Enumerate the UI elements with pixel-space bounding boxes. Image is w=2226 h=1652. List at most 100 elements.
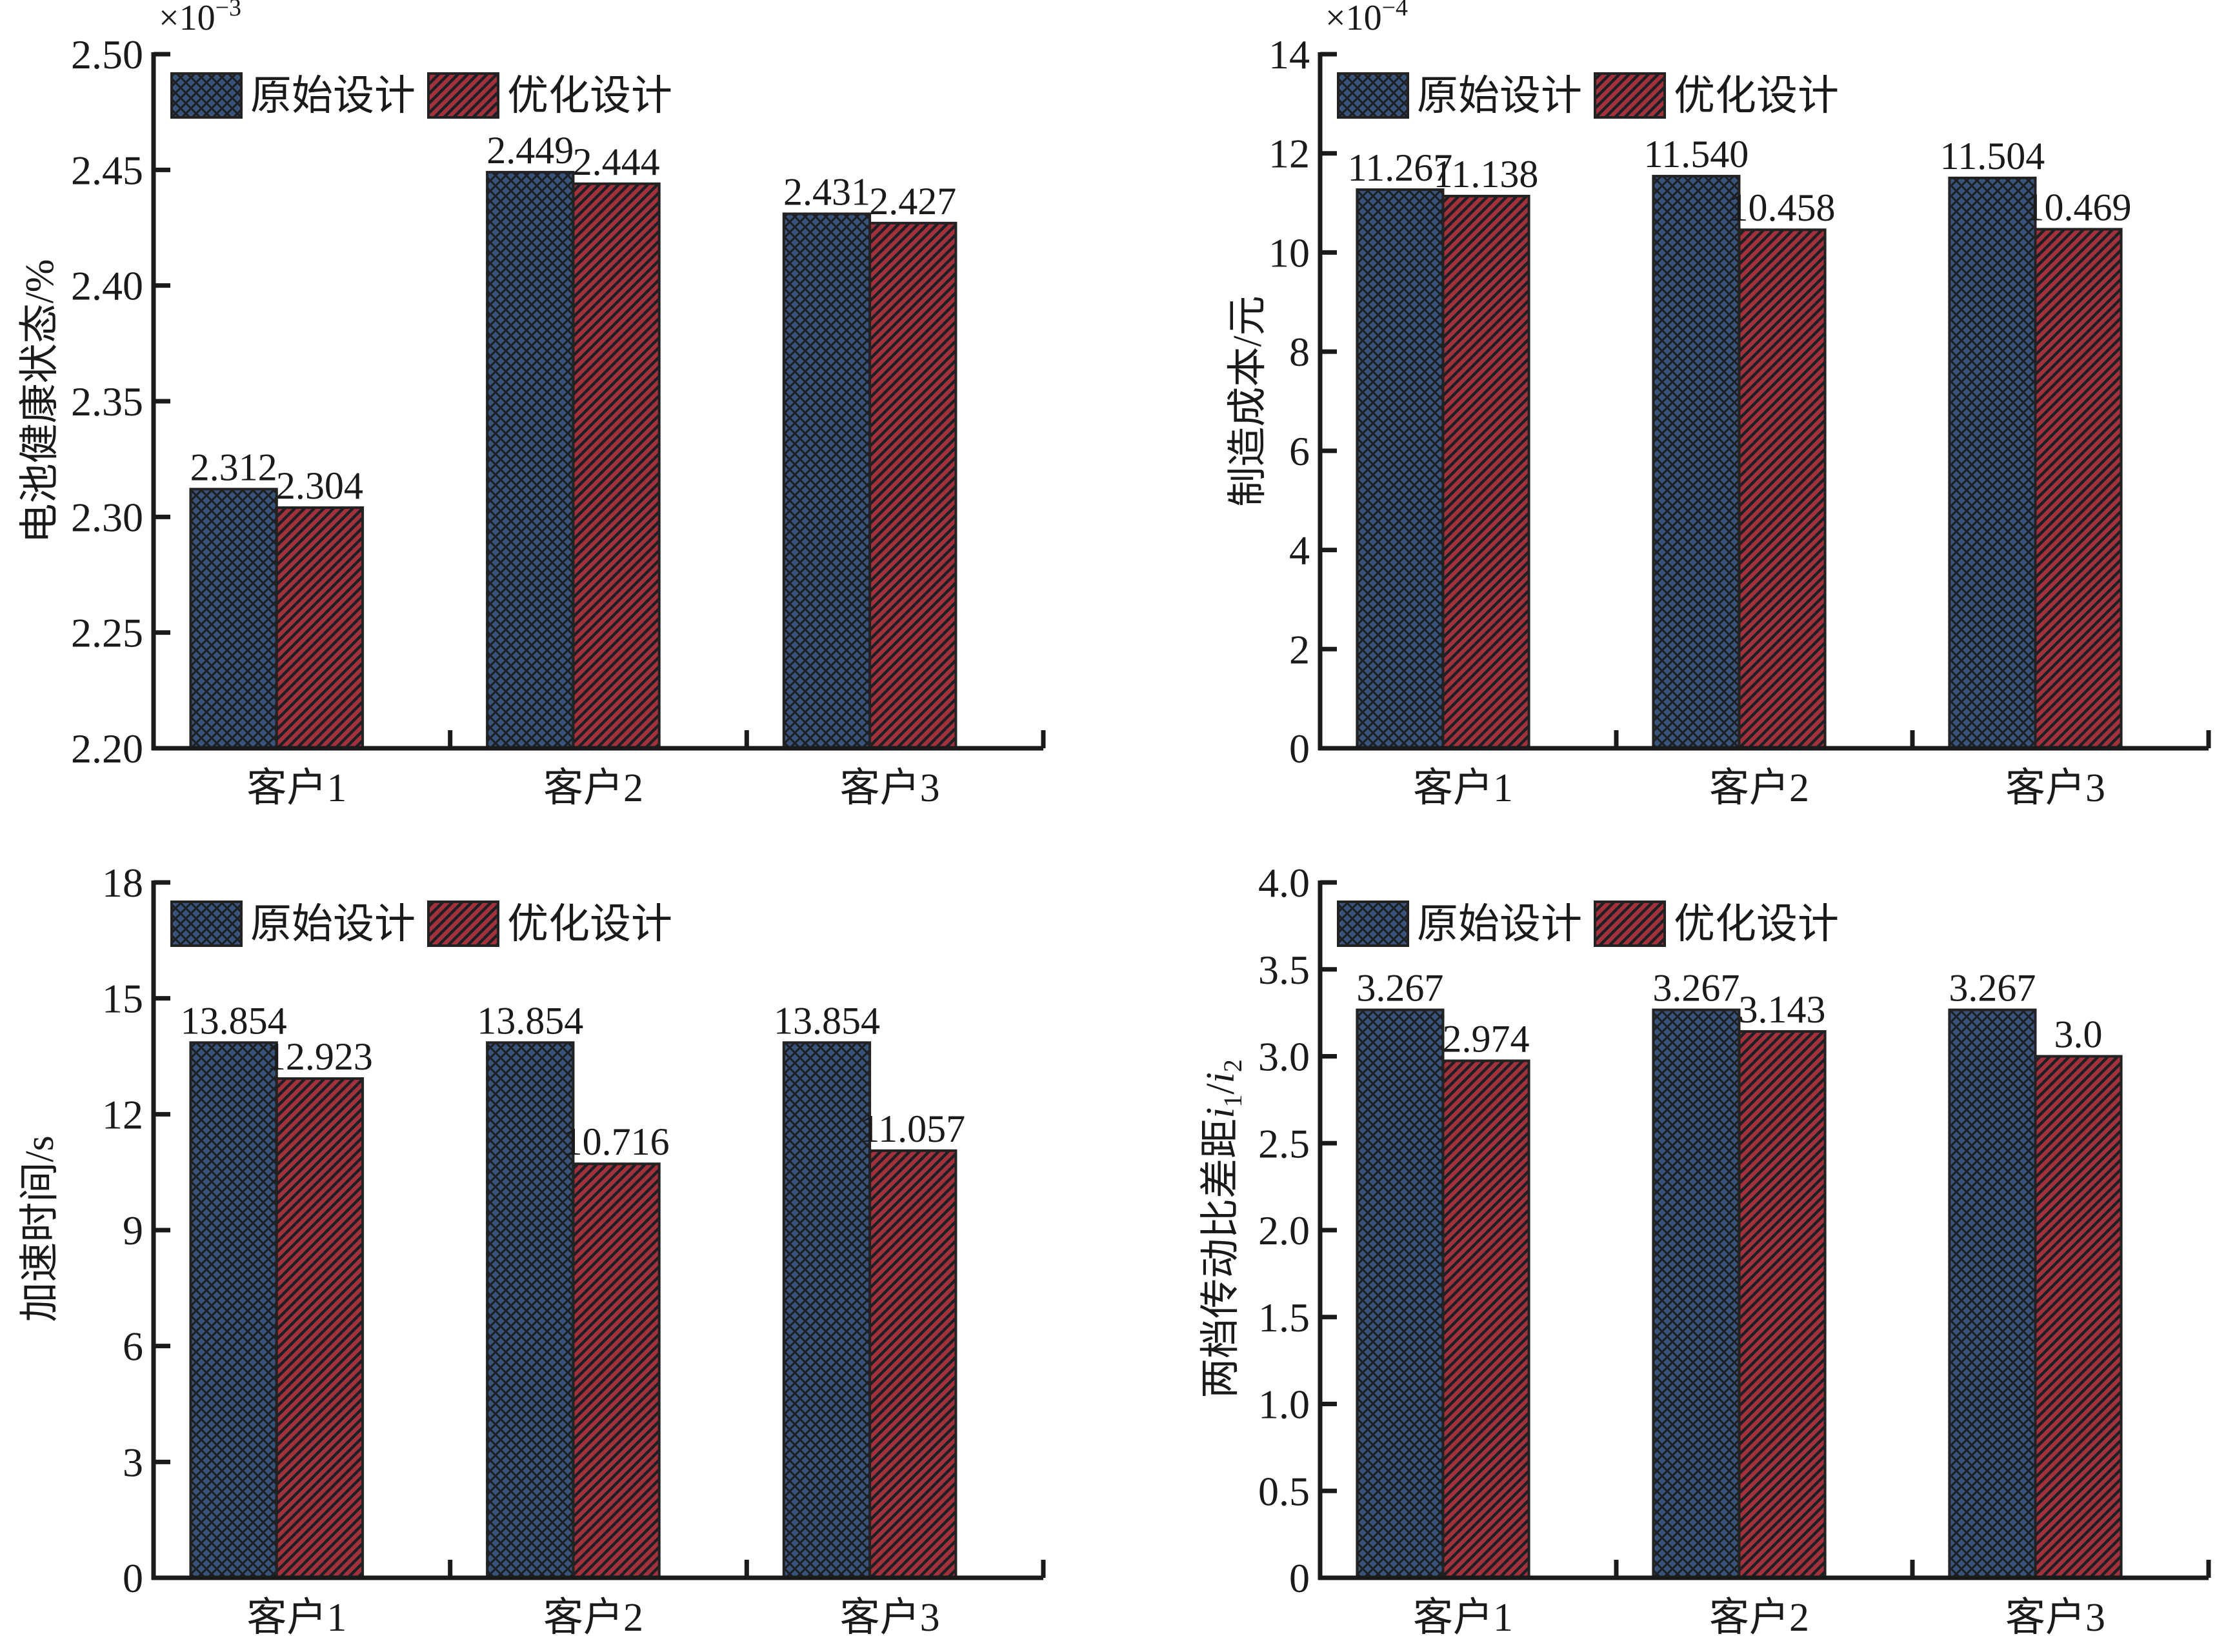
legend-swatch-optimized [427,72,499,119]
axis-multiplier: ×10−4 [1325,0,1408,38]
legend-swatch-optimized [1594,72,1666,119]
bar-original-2 [486,1041,575,1579]
legend-label-original: 原始设计 [1417,73,1582,119]
data-label: 3.143 [1739,988,1826,1031]
data-label: 10.469 [2025,186,2132,228]
data-label: 11.540 [1644,133,1749,175]
bar-original-1 [1356,1008,1445,1579]
y-tick-label: 1.5 [1258,1295,1310,1340]
y-tick-label: 0.5 [1258,1468,1310,1514]
legend-swatch-optimized [1594,901,1666,947]
y-axis-title: 加速时间/s [18,1135,62,1322]
bar-optimized-2 [572,1162,661,1580]
data-label: 2.304 [276,464,363,507]
y-tick-label: 4.0 [1258,860,1310,906]
x-category-label: 客户2 [1709,1596,1809,1640]
bar-original-1 [189,488,278,750]
y-tick-label: 2.5 [1258,1120,1310,1166]
x-category-label: 客户3 [840,1596,940,1640]
y-tick-label: 6 [1289,428,1310,474]
x-category-label: 客户3 [2005,1596,2105,1640]
bar-original-3 [782,1041,872,1579]
bar-optimized-2 [1738,1030,1827,1580]
data-label: 13.854 [477,999,583,1042]
legend-label-original: 原始设计 [250,901,416,947]
x-category-label: 客户2 [1709,766,1809,810]
y-tick-label: 3.5 [1258,947,1310,993]
bar-original-3 [1948,176,2037,750]
bar-original-2 [1652,1008,1741,1579]
bar-original-2 [1652,175,1741,750]
legend: 原始设计 优化设计 [170,901,672,947]
bar-optimized-1 [275,1077,365,1579]
x-category-label: 客户2 [543,1596,643,1640]
legend-swatch-original [170,901,243,947]
y-axis-title: 两档传动比差距i1/i2 [1199,1059,1247,1398]
x-category-label: 客户1 [246,1596,346,1640]
data-label: 12.923 [266,1035,373,1078]
y-tick-label: 2.25 [71,610,143,656]
bar-optimized-3 [868,1149,958,1580]
y-tick-label: 4 [1289,528,1310,573]
data-label: 2.431 [783,170,870,213]
y-axis-title: 电池健康状态/% [18,259,62,544]
data-label: 11.267 [1348,146,1453,189]
data-label: 2.444 [573,141,660,183]
bar-optimized-2 [572,182,661,750]
legend-swatch-original [170,72,243,119]
y-tick-label: 12 [1268,131,1310,177]
data-label: 3.0 [2054,1013,2103,1056]
bar-optimized-3 [2034,228,2123,750]
legend-label-optimized: 优化设计 [507,73,672,119]
bar-original-1 [189,1041,278,1579]
y-tick-label: 3 [123,1439,143,1485]
legend-swatch-optimized [427,901,499,947]
y-tick-label: 2.20 [71,726,143,771]
y-tick-label: 8 [1289,329,1310,375]
legend-label-optimized: 优化设计 [507,901,672,947]
data-label: 2.974 [1443,1018,1530,1060]
y-tick-label: 12 [102,1091,143,1137]
legend: 原始设计 优化设计 [1337,901,1839,947]
y-tick-label: 2.50 [71,32,143,77]
data-label: 11.138 [1434,153,1539,195]
y-tick-label: 9 [123,1208,143,1253]
gear-ratio-gap-chart: 3.267 3.267 3.2672.9743.1433.000.51.01.52.… [1199,860,2211,1640]
legend-label-optimized: 优化设计 [1674,901,1839,947]
y-tick-label: 2.30 [71,494,143,540]
data-label: 2.312 [190,446,277,488]
x-category-label: 客户3 [840,766,940,810]
data-label: 13.854 [181,999,287,1042]
data-label: 2.427 [869,180,956,223]
bar-optimized-3 [2034,1055,2123,1579]
legend-label-original: 原始设计 [250,73,416,119]
bar-optimized-1 [1441,1059,1530,1579]
y-tick-label: 0 [1289,726,1310,771]
x-category-label: 客户3 [2005,766,2105,810]
data-label: 3.267 [1652,967,1740,1010]
data-label: 10.458 [1729,186,1836,229]
y-tick-label: 18 [102,860,143,906]
legend-swatch-original [1337,72,1409,119]
legend-label-optimized: 优化设计 [1674,73,1839,119]
data-label: 11.057 [860,1108,965,1150]
x-category-label: 客户2 [543,766,643,810]
y-tick-label: 15 [102,976,143,1022]
y-tick-label: 2.45 [71,147,143,193]
bar-original-2 [486,170,575,750]
bar-original-3 [1948,1008,2037,1579]
y-tick-label: 2.40 [71,263,143,309]
legend: 原始设计 优化设计 [170,72,672,119]
bar-optimized-2 [1738,228,1827,750]
battery-health-chart: 2.312 2.449 2.431 2.304 2.444 2.427 2.20 2.25 2.… [18,0,1046,810]
data-label: 2.449 [486,129,574,172]
x-category-label: 客户1 [246,766,346,810]
y-tick-label: 6 [123,1324,143,1369]
axis-multiplier: ×10−3 [159,0,241,38]
y-tick-label: 10 [1268,230,1310,275]
y-tick-label: 14 [1268,32,1310,77]
data-label: 11.504 [1940,135,2045,177]
y-axis-title: 制造成本/元 [1226,295,1270,506]
